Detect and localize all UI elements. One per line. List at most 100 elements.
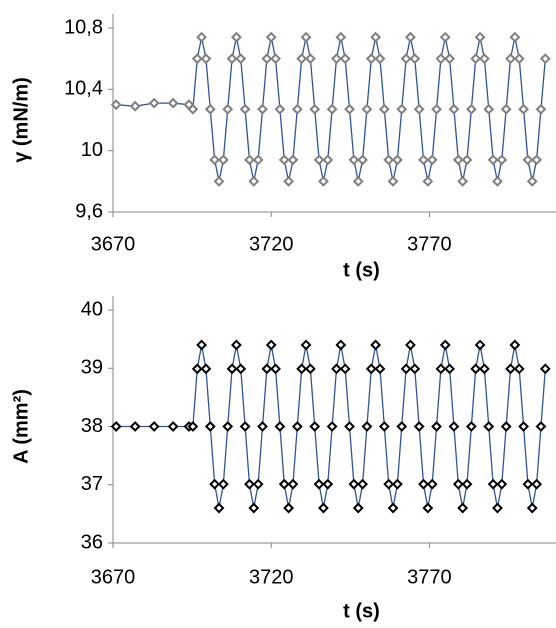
data-point <box>278 154 290 166</box>
data-point <box>252 154 264 166</box>
data-point <box>248 175 260 187</box>
data-point <box>470 53 482 65</box>
data-point <box>509 339 521 351</box>
data-point <box>196 339 208 351</box>
y-tick-label: 38 <box>81 415 103 437</box>
x-tick-label: 3770 <box>407 233 452 255</box>
data-point <box>487 478 499 490</box>
data-point <box>505 53 516 65</box>
data-point <box>439 31 451 43</box>
data-point <box>400 363 412 375</box>
data-point <box>478 53 490 65</box>
data-point <box>222 421 234 432</box>
data-point <box>222 103 234 115</box>
data-point <box>431 421 442 432</box>
data-point <box>457 175 469 187</box>
data-point <box>348 478 360 490</box>
data-point <box>522 154 534 166</box>
data-point <box>322 478 334 490</box>
data-point <box>191 363 203 375</box>
data-point <box>357 478 368 490</box>
x-tick-label: 3720 <box>249 233 294 255</box>
data-point <box>261 363 273 375</box>
y-tick-label: 10,8 <box>64 16 103 38</box>
data-point <box>322 154 334 166</box>
data-point <box>326 421 338 432</box>
data-point <box>413 103 425 115</box>
data-point <box>387 502 399 514</box>
data-point <box>378 103 390 115</box>
data-point <box>470 363 482 375</box>
data-point <box>531 154 543 166</box>
data-point <box>230 339 242 351</box>
data-point <box>361 103 373 115</box>
data-point <box>535 103 547 115</box>
data-point <box>309 421 321 432</box>
data-point <box>435 363 447 375</box>
data-point <box>426 154 438 166</box>
data-point <box>461 478 473 490</box>
data-point <box>465 103 477 115</box>
data-point <box>209 478 221 490</box>
data-point <box>422 502 434 514</box>
data-point <box>413 421 425 432</box>
data-point <box>483 103 495 115</box>
data-point <box>167 421 179 432</box>
data-point <box>405 339 416 351</box>
data-point <box>474 339 486 351</box>
data-point <box>148 421 160 432</box>
data-point <box>492 175 503 187</box>
data-point <box>348 154 360 166</box>
data-point <box>270 363 281 375</box>
data-point <box>110 99 122 111</box>
data-point <box>500 421 512 432</box>
y-tick-label: 10,4 <box>64 78 103 100</box>
data-point <box>526 175 538 187</box>
data-point <box>344 103 355 115</box>
data-point <box>287 478 299 490</box>
data-point <box>248 502 260 514</box>
y-tick-label: 36 <box>81 531 103 553</box>
data-point <box>339 363 351 375</box>
y-axis-title: γ (mN/m) <box>10 77 32 163</box>
data-point <box>331 53 342 65</box>
data-point <box>300 339 312 351</box>
data-point <box>522 478 534 490</box>
data-point <box>167 97 179 109</box>
data-point <box>426 478 438 490</box>
data-point <box>374 363 386 375</box>
data-point <box>239 421 251 432</box>
data-point <box>539 53 551 65</box>
data-point <box>474 31 486 43</box>
data-point <box>313 478 325 490</box>
data-point <box>383 478 395 490</box>
data-point <box>365 53 377 65</box>
data-point <box>296 363 308 375</box>
data-point <box>439 339 451 351</box>
data-point <box>309 103 321 115</box>
data-point <box>318 502 329 514</box>
x-tick-label: 3720 <box>249 566 294 588</box>
data-point <box>291 421 303 432</box>
data-point <box>226 53 238 65</box>
data-point <box>409 363 421 375</box>
data-point <box>531 478 543 490</box>
data-point <box>331 363 342 375</box>
x-axis-title: t (s) <box>343 259 380 281</box>
data-point <box>213 502 225 514</box>
data-point <box>318 175 329 187</box>
data-point <box>335 31 347 43</box>
data-point <box>418 154 429 166</box>
data-point <box>452 478 464 490</box>
data-point <box>383 154 395 166</box>
data-point <box>431 103 442 115</box>
data-point <box>361 421 373 432</box>
data-point <box>448 421 460 432</box>
data-point <box>535 421 547 432</box>
data-point <box>270 53 281 65</box>
data-point <box>391 154 403 166</box>
data-point <box>539 363 551 375</box>
data-point <box>387 175 399 187</box>
data-point <box>283 175 295 187</box>
data-point <box>217 478 229 490</box>
